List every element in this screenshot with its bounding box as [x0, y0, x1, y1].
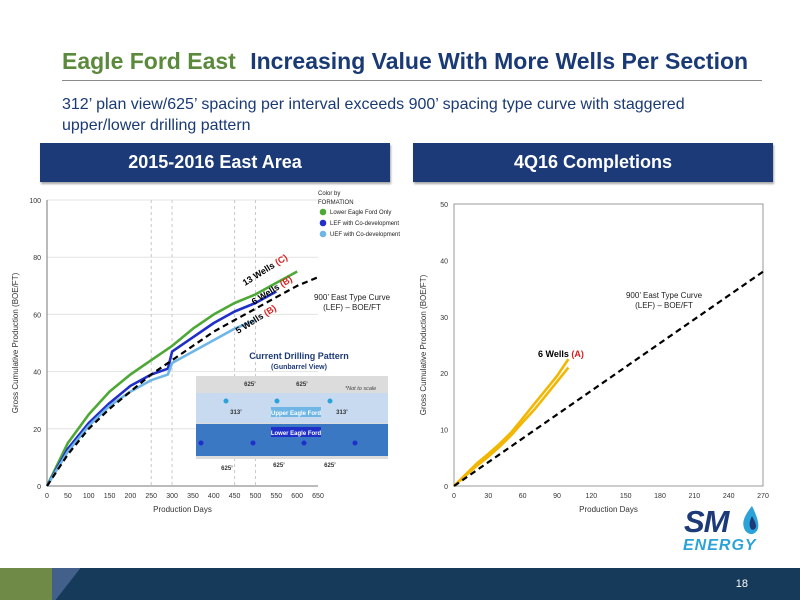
left-panel-header: 2015-2016 East Area: [40, 143, 390, 182]
legend-swatch: [319, 230, 327, 238]
page-subtitle: 312’ plan view/625’ spacing per interval…: [62, 96, 685, 134]
x-tick-label: 210: [688, 493, 700, 500]
x-tick-label: 450: [229, 493, 241, 500]
x-tick-label: 650: [312, 493, 324, 500]
x-tick-label: 400: [208, 493, 220, 500]
inset-dim-label: 625’: [296, 382, 308, 388]
inset-dim-label: 313’: [336, 410, 348, 416]
legend-title: FORMATION: [318, 200, 354, 206]
inset-upper-tag-bg: [271, 407, 321, 417]
x-tick-label: 90: [553, 493, 561, 500]
series-label: 6 Wells (A): [538, 349, 584, 359]
inset-subtitle: (Gunbarrel View): [271, 364, 327, 371]
y-tick-label: 20: [440, 371, 448, 378]
x-tick-label: 300: [166, 493, 178, 500]
series-line: [453, 270, 764, 487]
legend-item: UEF with Co-development: [330, 232, 400, 238]
inset-lower-tag-bg: [271, 427, 321, 437]
y-tick-label: 10: [440, 428, 448, 435]
right-panel-header: 4Q16 Completions: [413, 143, 773, 182]
title-region: Eagle Ford East: [62, 48, 236, 74]
x-tick-label: 150: [104, 493, 116, 500]
x-axis-label: Production Days: [153, 505, 212, 514]
inset-dim-label: 313’: [230, 410, 242, 416]
inset-lower-well: [352, 440, 358, 446]
x-axis-label: Production Days: [579, 505, 638, 514]
page-number: 18: [735, 578, 748, 590]
inset-lower-label: Lower Eagle Ford: [271, 431, 322, 437]
y-tick-label: 20: [33, 427, 41, 434]
inset-note: *Not to scale: [345, 386, 376, 392]
series-line: [45, 290, 277, 487]
y-tick-label: 60: [33, 312, 41, 319]
inset-upper-label: Upper Eagle Ford: [271, 411, 321, 417]
series-line: [453, 358, 570, 487]
x-tick-label: 200: [125, 493, 137, 500]
y-tick-label: 0: [37, 484, 41, 491]
x-tick-label: 240: [723, 493, 735, 500]
y-axis-label: Gross Cumulative Production (BOE/FT): [419, 274, 428, 415]
x-tick-label: 270: [757, 493, 769, 500]
type-curve-label: 900’ East Type Curve: [626, 291, 703, 300]
y-axis-label: Gross Cumulative Production (BOE/FT): [11, 272, 20, 413]
inset-dim-label: 625’: [221, 466, 233, 472]
inset-lower-well: [301, 440, 307, 446]
series-line: [45, 270, 298, 487]
x-tick-label: 0: [45, 493, 49, 500]
series-line: [45, 318, 256, 487]
y-tick-label: 100: [29, 198, 41, 205]
inset-lower-well: [198, 440, 204, 446]
footer-bar: [0, 568, 800, 600]
x-tick-label: 550: [270, 493, 282, 500]
inset-title: Current Drilling Pattern: [249, 351, 349, 361]
inset-upper-well: [274, 398, 280, 404]
inset-dim-label: 625’: [244, 382, 256, 388]
footer-accent-green: [0, 568, 52, 600]
inset-upper-well: [327, 398, 333, 404]
legend-swatch: [319, 208, 327, 216]
type-curve-label: (LEF) – BOE/FT: [635, 301, 693, 310]
inset-lower-well: [250, 440, 256, 446]
inset-dim-label: 625’: [324, 463, 336, 469]
x-tick-label: 120: [585, 493, 597, 500]
title-headline: Increasing Value With More Wells Per Sec…: [250, 48, 749, 74]
series-label-tag: (A): [571, 349, 584, 359]
series-line: [46, 276, 319, 487]
x-tick-label: 600: [291, 493, 303, 500]
company-logo-sm: SM: [684, 504, 729, 539]
x-tick-label: 100: [83, 493, 95, 500]
y-tick-label: 0: [444, 484, 448, 491]
type-curve-label: (LEF) – BOE/FT: [323, 303, 381, 312]
x-tick-label: 350: [187, 493, 199, 500]
company-logo-energy: ENERGY: [683, 537, 757, 554]
y-tick-label: 40: [33, 370, 41, 377]
legend-title: Color by: [318, 191, 340, 197]
legend-swatch: [319, 219, 327, 227]
inset-dim-label: 625’: [273, 463, 285, 469]
type-curve-label: 900’ East Type Curve: [314, 293, 391, 302]
series-line: [453, 366, 570, 487]
plot-frame: [453, 203, 764, 487]
series-label-name: 6 Wells: [538, 349, 571, 359]
y-tick-label: 80: [33, 255, 41, 262]
x-tick-label: 60: [519, 493, 527, 500]
x-tick-label: 150: [620, 493, 632, 500]
y-tick-label: 50: [440, 202, 448, 209]
inset-upper-well: [223, 398, 229, 404]
legend-item: LEF with Co-development: [330, 221, 399, 227]
title-divider: [62, 80, 762, 81]
x-tick-label: 50: [64, 493, 72, 500]
x-tick-label: 250: [145, 493, 157, 500]
x-tick-label: 500: [250, 493, 262, 500]
legend-item: Lower Eagle Ford Only: [330, 210, 391, 216]
x-tick-label: 30: [484, 493, 492, 500]
x-tick-label: 180: [654, 493, 666, 500]
page-title: Eagle Ford East Increasing Value With Mo…: [62, 48, 748, 75]
x-tick-label: 0: [452, 493, 456, 500]
y-tick-label: 30: [440, 315, 448, 322]
y-tick-label: 40: [440, 258, 448, 265]
